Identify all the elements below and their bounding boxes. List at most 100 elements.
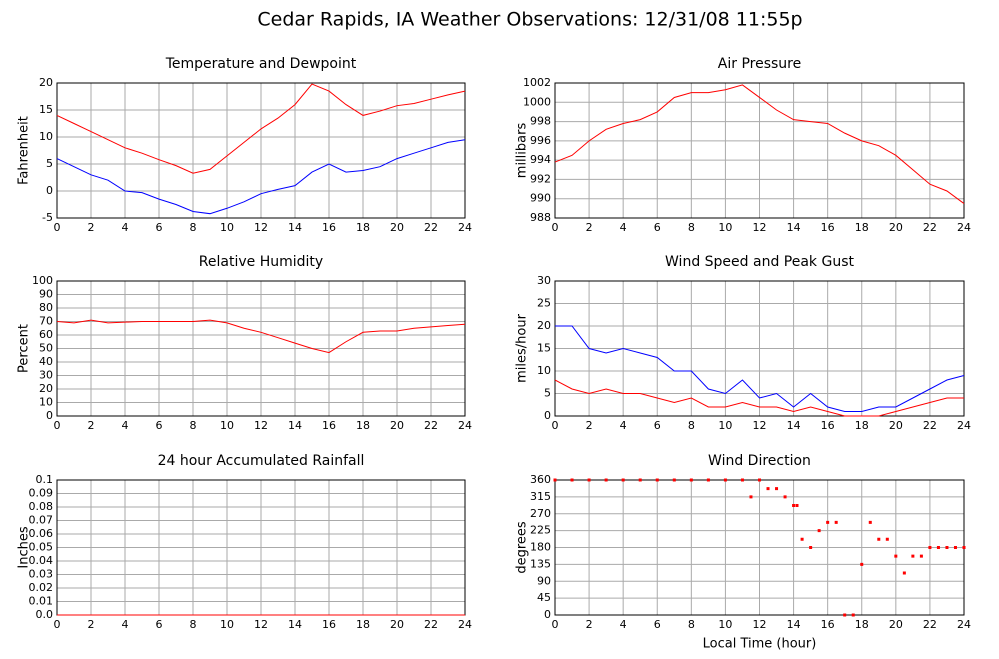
y-tick-label: 0.07 — [29, 514, 54, 527]
data-point — [775, 487, 779, 491]
x-axis-label: Local Time (hour) — [703, 637, 817, 652]
data-point — [962, 546, 966, 549]
data-point — [706, 478, 710, 482]
x-tick-label: 16 — [821, 419, 835, 432]
y-axis-label: millibars — [515, 123, 530, 179]
plot-frame — [554, 280, 965, 417]
x-tick-label: 14 — [787, 419, 801, 432]
x-tick-label: 6 — [654, 221, 661, 234]
panel: Relative HumidityPercent0102030405060708… — [17, 254, 473, 432]
y-axis-label: Fahrenheit — [17, 116, 32, 185]
x-tick-label: 16 — [821, 618, 835, 631]
panel-title: 24 hour Accumulated Rainfall — [158, 453, 365, 469]
y-tick-label: 225 — [530, 524, 551, 537]
y-tick-label: 0.02 — [29, 581, 54, 594]
y-axis-label: degrees — [515, 521, 530, 574]
x-tick-label: 4 — [620, 618, 627, 631]
data-line — [56, 319, 466, 354]
data-point — [919, 554, 923, 558]
x-tick-label: 22 — [923, 618, 937, 631]
y-tick-label: 0 — [544, 409, 551, 422]
plot-frame — [554, 82, 965, 219]
x-tick-label: 10 — [220, 221, 234, 234]
y-tick-label: 988 — [530, 211, 551, 224]
x-tick-label: 6 — [654, 618, 661, 631]
y-tick-label: -5 — [42, 211, 53, 224]
panel: Wind Speed and Peak Gust miles/hour 0 5 10 15… — [515, 254, 972, 432]
x-tick-label: 16 — [322, 419, 336, 432]
x-tick-label: 8 — [688, 221, 695, 234]
panel-title: Air Pressure — [718, 56, 801, 72]
data-point — [868, 520, 872, 524]
y-tick-label: 0 — [46, 184, 53, 197]
y-tick-label: 10 — [39, 396, 53, 409]
x-tick-label: 10 — [220, 618, 234, 631]
x-tick-label: 14 — [787, 221, 801, 234]
y-tick-label: 20 — [39, 382, 53, 395]
y-tick-label: 0.0 — [36, 608, 54, 621]
x-tick-label: 4 — [122, 419, 129, 432]
x-tick-label: 16 — [821, 221, 835, 234]
data-point — [655, 478, 659, 482]
x-tick-label: 2 — [88, 618, 95, 631]
x-tick-label: 10 — [718, 419, 732, 432]
panel: Air Pressure millibars 988 990 992 994 996 998 1… — [515, 56, 972, 234]
data-point — [795, 504, 799, 507]
x-tick-label: 12 — [753, 419, 767, 432]
x-tick-label: 8 — [190, 221, 197, 234]
y-tick-label: 135 — [530, 557, 551, 570]
x-tick-label: 6 — [156, 221, 163, 234]
y-tick-label: 80 — [39, 301, 53, 314]
data-point — [638, 478, 642, 482]
y-tick-label: 25 — [537, 297, 551, 310]
data-line — [554, 379, 964, 417]
y-tick-label: 998 — [530, 115, 551, 128]
data-point — [885, 537, 889, 541]
y-tick-label: 40 — [39, 355, 53, 368]
data-point — [749, 495, 753, 499]
panel: 24 hour Accumulated RainfallInches0.00.0… — [17, 453, 473, 631]
x-tick-label: 4 — [122, 221, 129, 234]
y-tick-label: 990 — [530, 192, 551, 205]
y-tick-label: 270 — [530, 507, 551, 520]
x-tick-label: 2 — [88, 221, 95, 234]
data-point — [792, 504, 796, 507]
panel-title: Wind Speed and Peak Gust — [665, 254, 854, 270]
data-point — [723, 478, 727, 482]
x-tick-label: 14 — [288, 221, 302, 234]
x-tick-label: 0 — [54, 221, 61, 234]
x-tick-label: 10 — [718, 618, 732, 631]
data-point — [851, 613, 855, 617]
data-point — [817, 529, 821, 533]
y-tick-label: 992 — [530, 172, 551, 185]
x-tick-label: 24 — [957, 419, 971, 432]
data-point — [740, 478, 744, 482]
y-tick-label: 10 — [39, 130, 53, 143]
y-tick-label: 70 — [39, 315, 53, 328]
data-point — [860, 562, 864, 566]
y-tick-label: 0.04 — [29, 554, 54, 567]
y-tick-label: 1000 — [523, 95, 551, 108]
y-tick-label: 30 — [537, 274, 551, 287]
panel-title: Relative Humidity — [199, 254, 323, 270]
x-tick-label: 8 — [190, 618, 197, 631]
x-tick-label: 24 — [957, 618, 971, 631]
y-tick-label: 10 — [537, 364, 551, 377]
x-tick-label: 0 — [54, 618, 61, 631]
x-tick-label: 22 — [424, 618, 438, 631]
y-tick-label: 30 — [39, 369, 53, 382]
data-line — [554, 84, 965, 204]
x-tick-label: 0 — [552, 221, 559, 234]
y-tick-label: 100 — [32, 274, 53, 287]
x-tick-label: 2 — [88, 419, 95, 432]
y-tick-label: 0 — [46, 409, 53, 422]
x-tick-label: 2 — [586, 618, 593, 631]
data-line — [555, 325, 965, 412]
x-tick-label: 20 — [889, 419, 903, 432]
data-line — [56, 139, 466, 215]
plot-frame — [56, 82, 466, 219]
x-tick-label: 20 — [390, 618, 404, 631]
panel-title: Wind Direction — [708, 453, 811, 469]
x-tick-label: 10 — [718, 221, 732, 234]
